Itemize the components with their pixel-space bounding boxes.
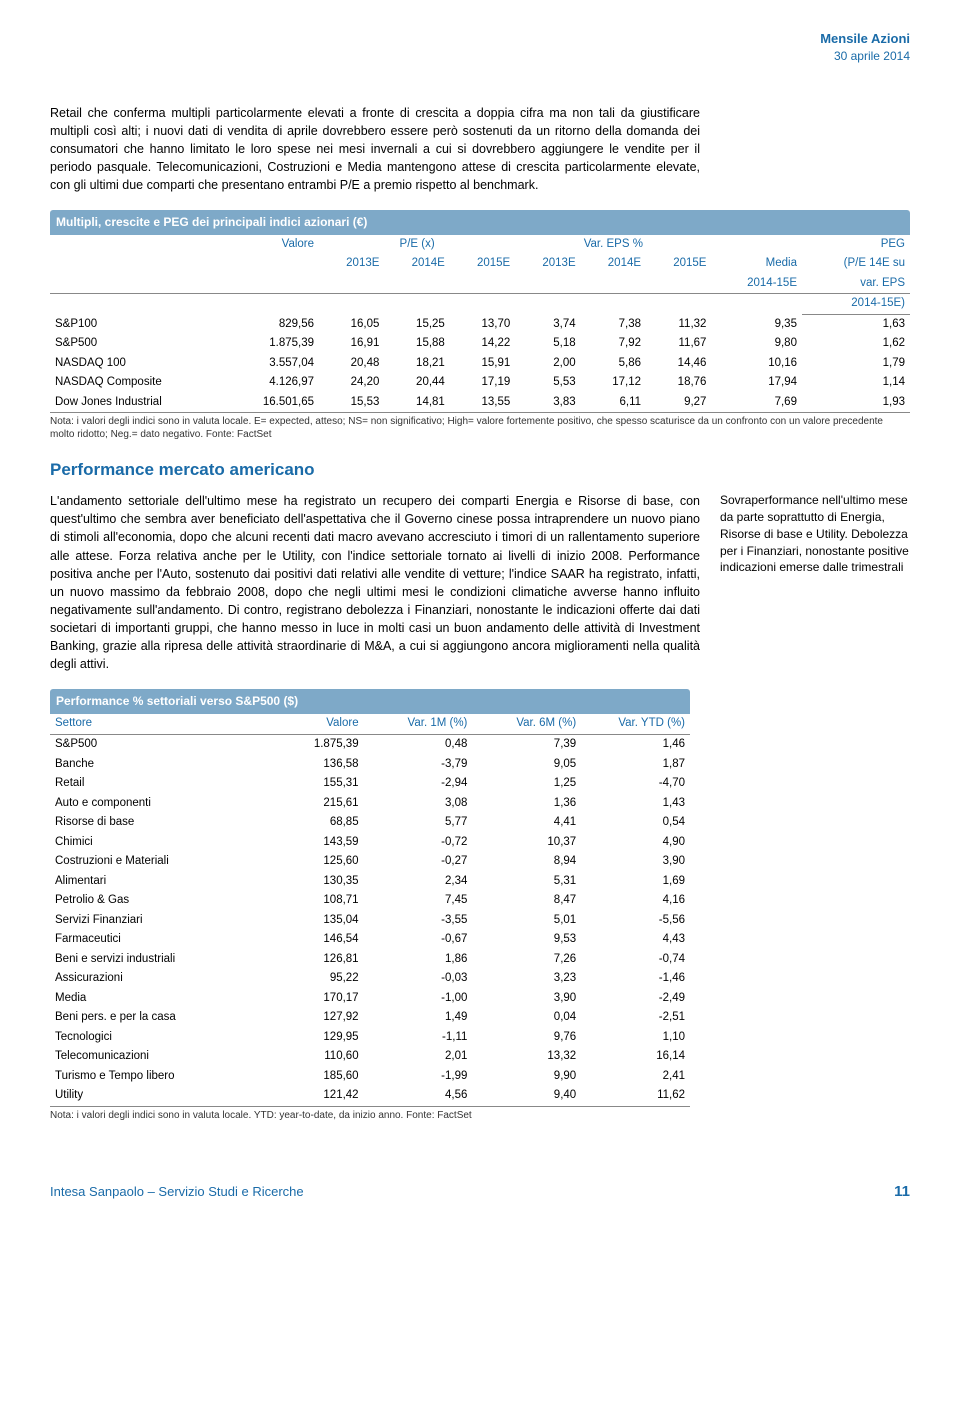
table-row: Beni pers. e per la casa127,921,490,04-2… [50,1008,690,1028]
table-row: Petrolio & Gas108,717,458,474,16 [50,891,690,911]
table-row: Risorse di base68,855,774,410,54 [50,813,690,833]
table-row: Costruzioni e Materiali125,60-0,278,943,… [50,852,690,872]
table-row: Farmaceutici146,54-0,679,534,43 [50,930,690,950]
table-row: Retail155,31-2,941,25-4,70 [50,774,690,794]
table-row: Tecnologici129,95-1,119,761,10 [50,1028,690,1048]
table-row: S&P100829,5616,0515,2513,703,747,3811,32… [50,314,910,334]
multiples-table: Valore P/E (x) Var. EPS % PEG 2013E 2014… [50,235,910,414]
page-header: Mensile Azioni 30 aprile 2014 [50,30,910,64]
header-title: Mensile Azioni [50,30,910,48]
page-footer: Intesa Sanpaolo – Servizio Studi e Ricer… [50,1182,910,1202]
table-row: Media170,17-1,003,90-2,49 [50,989,690,1009]
col-media: Media [711,254,802,274]
col-settore: Settore [50,714,255,735]
header-date: 30 aprile 2014 [50,48,910,64]
col-vareps: Var. EPS % [515,235,711,255]
table-row: Servizi Finanziari135,04-3,555,01-5,56 [50,911,690,931]
col-var1m: Var. 1M (%) [364,714,473,735]
table-row: Telecomunicazioni110,602,0113,3216,14 [50,1047,690,1067]
table-row: Chimici143,59-0,7210,374,90 [50,833,690,853]
table-row: Assicurazioni95,22-0,033,23-1,46 [50,969,690,989]
performance-side-note: Sovraperformance nell'ultimo mese da par… [720,492,910,576]
multiples-table-note: Nota: i valori degli indici sono in valu… [50,416,910,441]
multiples-table-title: Multipli, crescite e PEG dei principali … [50,210,910,234]
table-row: S&P5001.875,3916,9115,8814,225,187,9211,… [50,334,910,354]
intro-paragraph: Retail che conferma multipli particolarm… [50,104,700,195]
table-row: S&P5001.875,390,487,391,46 [50,735,690,755]
sector-table: Settore Valore Var. 1M (%) Var. 6M (%) V… [50,714,690,1107]
col-peg: PEG [802,235,910,255]
sector-table-block: Performance % settoriali verso S&P500 ($… [50,689,690,1122]
table-row: NASDAQ Composite4.126,9724,2020,4417,195… [50,373,910,393]
footer-source: Intesa Sanpaolo – Servizio Studi e Ricer… [50,1183,304,1201]
table-row: Auto e componenti215,613,081,361,43 [50,794,690,814]
table-row: Beni e servizi industriali126,811,867,26… [50,950,690,970]
col-varytd: Var. YTD (%) [581,714,690,735]
col-valore2: Valore [255,714,364,735]
performance-body: L'andamento settoriale dell'ultimo mese … [50,492,700,673]
col-valore: Valore [227,235,319,255]
multiples-table-block: Multipli, crescite e PEG dei principali … [50,210,910,441]
section-performance-title: Performance mercato americano [50,459,910,482]
table-row: Banche136,58-3,799,051,87 [50,755,690,775]
table-row: Alimentari130,352,345,311,69 [50,872,690,892]
col-pe: P/E (x) [319,235,515,255]
col-var6m: Var. 6M (%) [472,714,581,735]
sector-table-note: Nota: i valori degli indici sono in valu… [50,1110,690,1123]
table-row: NASDAQ 1003.557,0420,4818,2115,912,005,8… [50,354,910,374]
footer-page-number: 11 [894,1182,910,1202]
sector-table-title: Performance % settoriali verso S&P500 ($… [50,689,690,713]
table-row: Dow Jones Industrial16.501,6515,5314,811… [50,393,910,413]
table-row: Turismo e Tempo libero185,60-1,999,902,4… [50,1067,690,1087]
table-row: Utility121,424,569,4011,62 [50,1086,690,1106]
